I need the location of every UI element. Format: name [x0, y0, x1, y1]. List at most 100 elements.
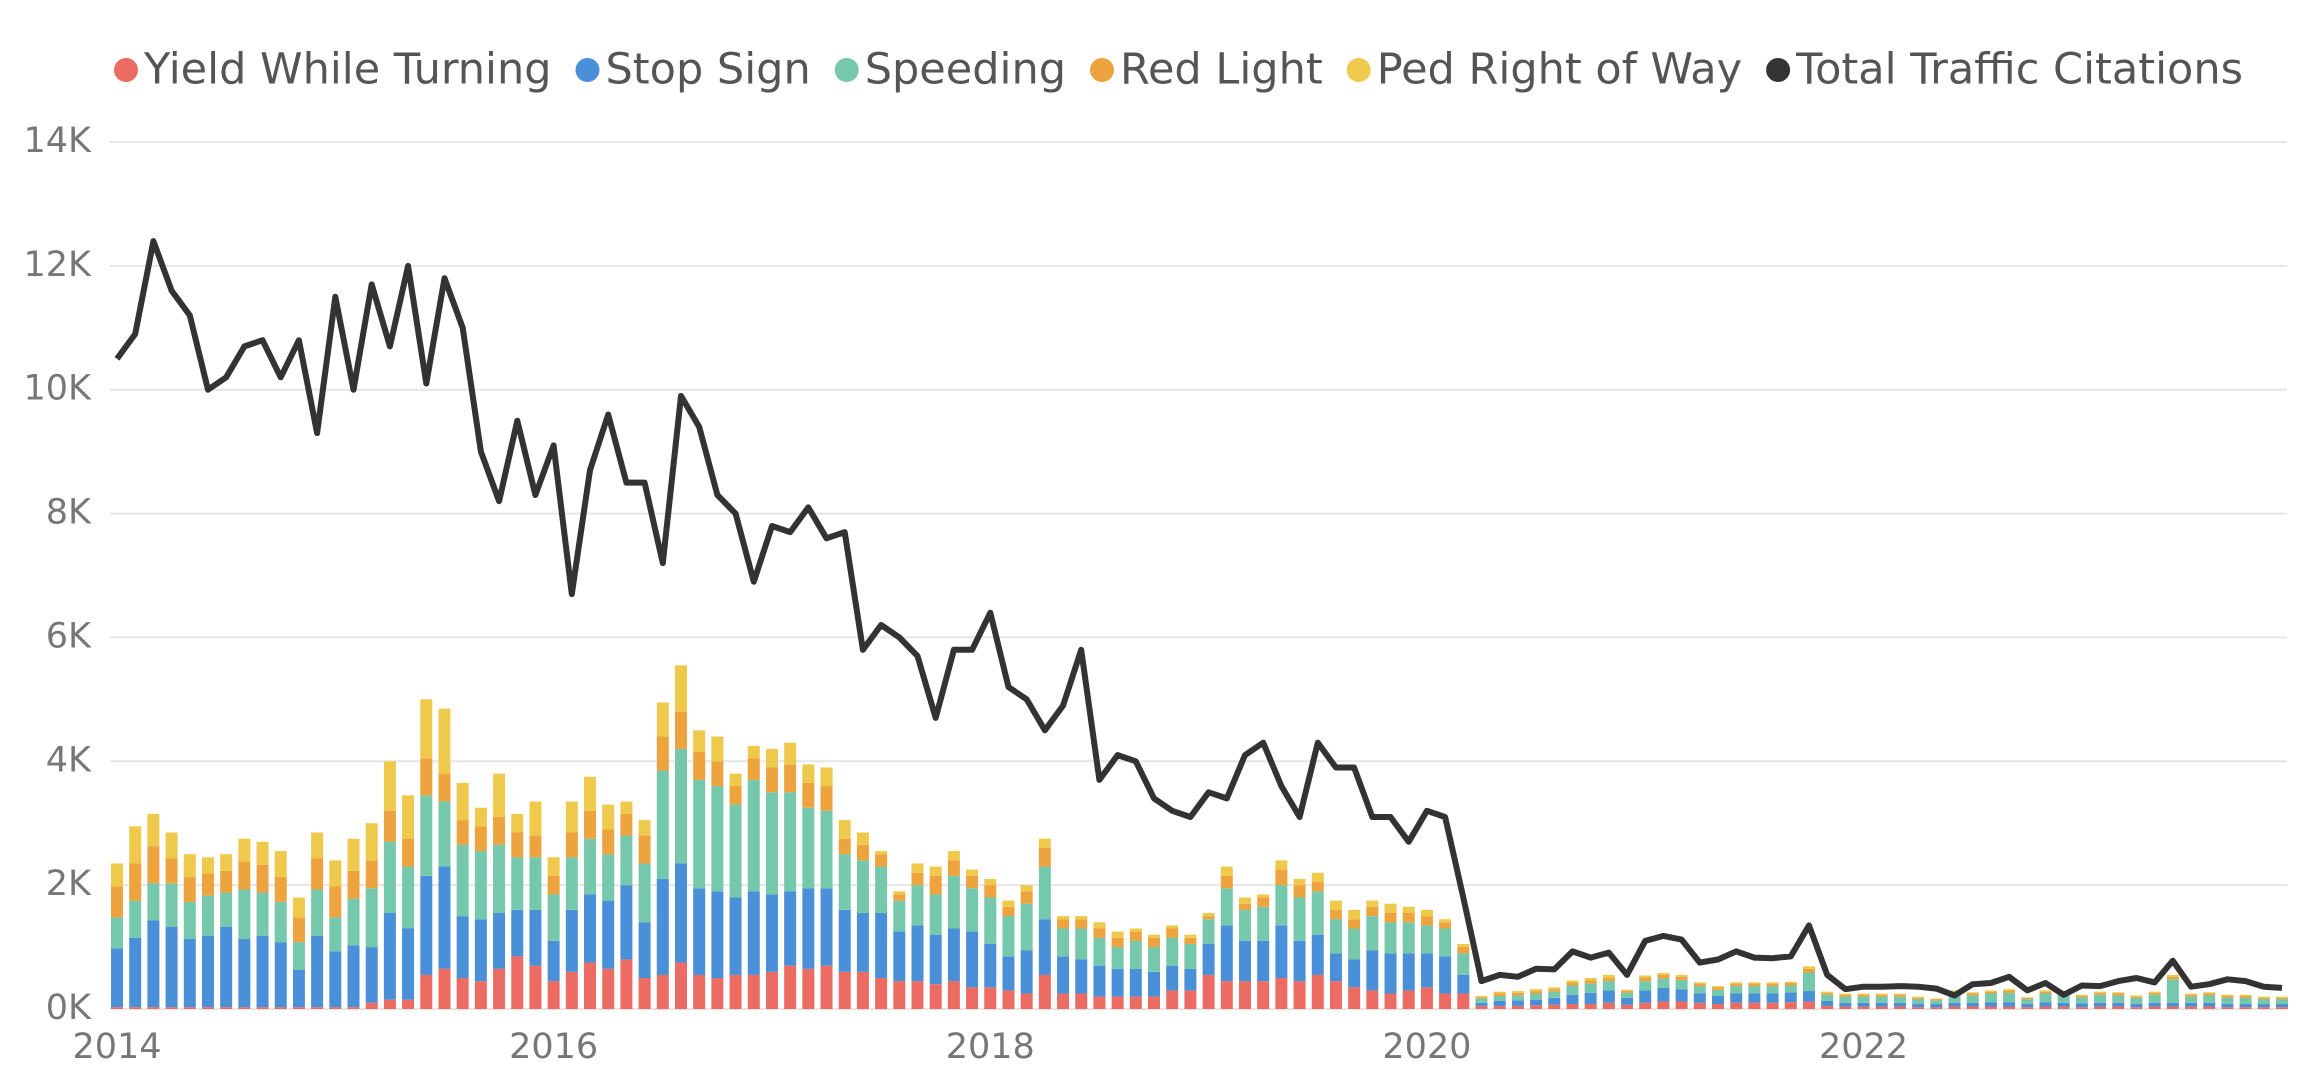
bar-segment [1802, 966, 1815, 969]
bar-segment [1093, 922, 1106, 929]
bar-segment [1057, 956, 1070, 994]
bar-segment [1093, 965, 1106, 997]
bar-segment [1093, 937, 1106, 966]
bar-segment [1930, 1000, 1943, 1005]
legend-marker [575, 58, 600, 82]
bar-segment [1220, 925, 1233, 982]
bar-segment [256, 841, 269, 865]
bar-segment [1002, 906, 1015, 917]
bar-segment [220, 1007, 233, 1009]
bar-segment [784, 965, 797, 1009]
bar-segment [1420, 916, 1433, 926]
bar-segment [875, 851, 888, 855]
bar-segment [947, 860, 960, 876]
bar-segment [1657, 974, 1670, 979]
bar-segment [1075, 919, 1088, 929]
bar-segment [311, 889, 324, 936]
bar-segment [474, 826, 487, 852]
bar-segment [1402, 953, 1415, 991]
bar-segment [256, 864, 269, 893]
bar-segment [1766, 993, 1779, 1003]
bar-segment [2112, 1002, 2125, 1007]
bar-segment [1802, 1001, 1815, 1009]
bar-segment [365, 1002, 378, 1009]
bar-segment [1238, 903, 1251, 910]
bar-segment [383, 841, 396, 914]
bar-segment [292, 942, 305, 970]
x-tick-label: 2014 [72, 1027, 161, 1067]
bar-segment [220, 870, 233, 893]
bar-segment [674, 748, 687, 864]
bar-segment [383, 810, 396, 842]
bars [111, 665, 2288, 1009]
bar-segment [765, 971, 778, 1009]
bar-segment [1948, 1002, 1961, 1007]
bar-segment [1930, 1004, 1943, 1008]
bar-segment [1766, 986, 1779, 994]
bar-segment [2075, 994, 2088, 996]
bar-segment [1057, 928, 1070, 957]
x-tick-label: 2018 [946, 1027, 1035, 1067]
bar-segment [147, 920, 160, 1008]
bar-segment [2185, 996, 2198, 1003]
bar-segment [1366, 950, 1379, 991]
bar-segment [1202, 974, 1215, 1009]
bar-segment [1439, 922, 1452, 929]
bar-segment [1657, 973, 1670, 975]
bar-segment [1530, 991, 1543, 994]
bar-segment [1875, 1006, 1888, 1009]
bar-segment [747, 891, 760, 975]
bar-segment [1584, 992, 1597, 1005]
bar-segment [820, 767, 833, 787]
total-line [114, 238, 2283, 999]
bar-segment [1184, 934, 1197, 938]
bar-segment [1057, 993, 1070, 1009]
bar-segment [456, 916, 469, 979]
bar-segment [220, 854, 233, 871]
bar-segment [2148, 1002, 2161, 1007]
bar-segment [1566, 980, 1579, 983]
bar-segment [1402, 990, 1415, 1009]
bar-segment [1821, 1000, 1834, 1006]
bar-segment [2094, 994, 2107, 1003]
bar-segment [966, 931, 979, 988]
bar-segment [984, 878, 997, 886]
bar-segment [2276, 1007, 2288, 1009]
bar-segment [1420, 909, 1433, 917]
bar-segment [383, 761, 396, 811]
bar-segment [2130, 995, 2143, 997]
bar-segment [438, 866, 451, 969]
bar-segment [893, 981, 906, 1009]
bar-segment [1548, 997, 1561, 1005]
bar-segment [1166, 965, 1179, 991]
bar-segment [1821, 992, 1834, 995]
bar-segment [547, 940, 560, 982]
bar-segment [1311, 882, 1324, 892]
bar-segment [1621, 989, 1634, 992]
bar-segment [1184, 990, 1197, 1009]
bar-segment [1148, 947, 1161, 972]
bar-segment [1839, 993, 1852, 995]
bar-segment [1148, 996, 1161, 1009]
bar-segment [420, 795, 433, 876]
bar-segment [602, 900, 615, 969]
bar-segment [1784, 985, 1797, 993]
bar-segment [1875, 996, 1888, 1003]
bar-segment [966, 869, 979, 876]
bar-segment [893, 900, 906, 932]
bar-segment [1238, 909, 1251, 941]
bar-segment [1511, 995, 1524, 1001]
bar-segment [1821, 991, 1834, 993]
bar-segment [856, 971, 869, 1009]
bar-segment [1366, 900, 1379, 907]
bar-segment [802, 782, 815, 808]
bar-segment [1766, 982, 1779, 984]
y-tick-label: 2K [46, 864, 92, 904]
bar-segment [438, 773, 451, 802]
bar-segment [602, 854, 615, 901]
bar-segment [966, 987, 979, 1009]
bar-segment [765, 767, 778, 793]
bar-segment [2166, 976, 2179, 980]
bar-segment [911, 925, 924, 982]
